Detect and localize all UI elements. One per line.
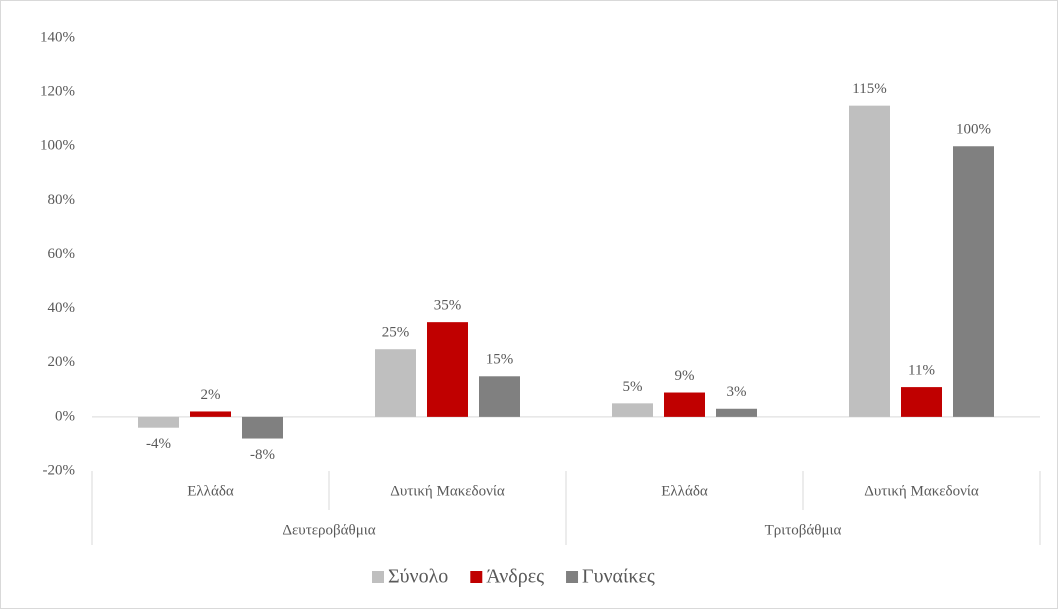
bar <box>664 392 705 417</box>
legend-label: Άνδρες <box>486 566 544 588</box>
x-tick-label: Δυτική Μακεδονία <box>390 483 505 499</box>
data-label: -8% <box>250 447 275 463</box>
bar <box>716 408 757 417</box>
bar <box>479 376 520 417</box>
bar <box>612 403 653 417</box>
data-label: 5% <box>623 379 643 395</box>
group-label: Δευτεροβάθμια <box>282 522 375 538</box>
y-tick-label: 120% <box>40 84 75 100</box>
data-label: 3% <box>727 384 747 400</box>
data-label: 35% <box>434 298 462 314</box>
y-tick-label: 20% <box>48 354 76 370</box>
bar <box>849 105 890 417</box>
bar <box>375 349 416 417</box>
y-tick-label: 80% <box>48 192 76 208</box>
data-label: 11% <box>908 363 935 379</box>
data-label: -4% <box>146 436 171 452</box>
legend-swatch <box>470 571 483 583</box>
bar <box>138 416 179 428</box>
bar <box>901 387 942 417</box>
y-tick-label: 60% <box>48 246 76 262</box>
bar <box>190 411 231 417</box>
y-tick-label: 140% <box>40 29 75 45</box>
y-tick-label: 40% <box>48 300 76 316</box>
data-label: 100% <box>956 122 991 138</box>
bar <box>427 322 468 417</box>
y-tick-label: 100% <box>40 138 75 154</box>
legend-label: Σύνολο <box>388 566 448 588</box>
x-tick-label: Δυτική Μακεδονία <box>864 483 979 499</box>
data-label: 2% <box>201 387 221 403</box>
legend-swatch <box>372 571 384 583</box>
group-label: Τριτοβάθμια <box>765 522 842 538</box>
data-label: 115% <box>852 81 886 97</box>
bar <box>953 146 994 417</box>
data-label: 25% <box>382 325 410 341</box>
y-tick-label: -20% <box>43 462 76 478</box>
x-tick-label: Ελλάδα <box>661 483 708 499</box>
legend-swatch <box>566 571 579 583</box>
bar <box>242 416 283 439</box>
data-label: 9% <box>675 368 695 384</box>
y-tick-label: 0% <box>55 408 75 424</box>
data-label: 15% <box>486 352 514 368</box>
x-tick-label: Ελλάδα <box>187 483 234 499</box>
legend-label: Γυναίκες <box>582 566 655 588</box>
